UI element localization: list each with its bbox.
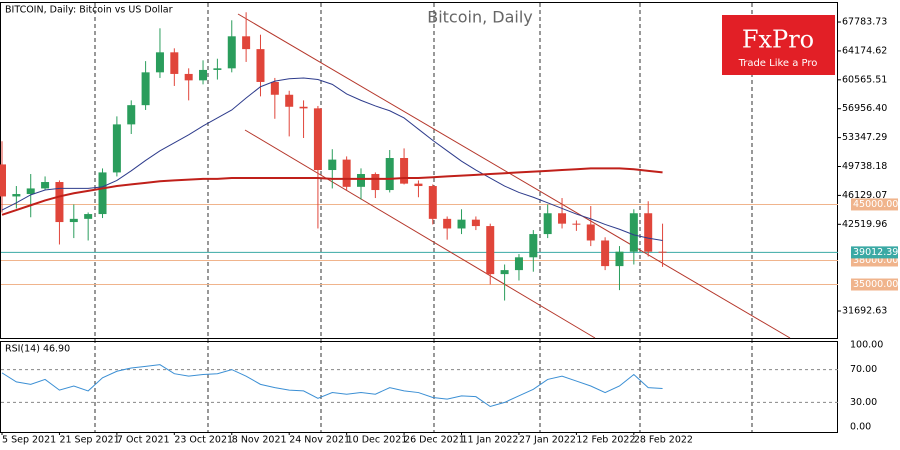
candle-body	[615, 251, 624, 267]
candle-body	[586, 224, 595, 241]
x-tick-label: 23 Oct 2021	[174, 435, 233, 446]
candle-body	[400, 158, 409, 184]
candle-body	[514, 257, 523, 271]
rsi-tick-label: 0.00	[850, 422, 871, 433]
rsi-tick-label: 30.00	[850, 397, 877, 408]
candle-body	[270, 81, 279, 95]
level-box	[851, 254, 898, 267]
y-tick-label: 46129.07	[842, 190, 887, 201]
candle-body	[342, 159, 351, 187]
y-tick-label: 67783.73	[842, 17, 887, 28]
logo: FxPro Trade Like a Pro	[722, 15, 835, 75]
candle-body	[213, 68, 222, 70]
logo-box	[722, 15, 835, 75]
y-tick-label: 42519.96	[842, 219, 887, 230]
y-tick-label: 49738.18	[842, 161, 887, 172]
indicator-label: RSI(14) 46.90	[5, 344, 70, 355]
level-box	[851, 198, 898, 211]
candle-body	[357, 174, 365, 187]
candle-body	[658, 251, 667, 253]
rsi-tick-label: 70.00	[850, 364, 877, 375]
rsi-tick-label: 100.00	[850, 340, 883, 351]
x-tick-label: 10 Dec 2021	[347, 435, 408, 446]
x-tick-label: 8 Nov 2021	[232, 435, 287, 446]
candle-body	[543, 213, 552, 235]
candle-body	[55, 182, 64, 223]
candle-body	[328, 159, 337, 171]
candle-body	[299, 106, 308, 109]
candle-body	[199, 69, 208, 81]
y-tick-label: 53347.29	[842, 132, 887, 143]
candle-body	[0, 164, 6, 197]
logo-tagline: Trade Like a Pro	[738, 58, 818, 69]
price-panel	[0, 2, 838, 339]
candle-body	[385, 158, 394, 191]
level-box	[851, 278, 898, 291]
candle-body	[500, 270, 509, 275]
y-tick-label: 56956.40	[842, 103, 887, 114]
level-label: 45000.00	[853, 199, 898, 210]
candle-body	[313, 108, 322, 171]
candle-body	[414, 183, 423, 187]
candle-body	[184, 73, 193, 81]
candle-body	[443, 218, 452, 229]
current-price-label: 39012.39	[853, 247, 898, 258]
candle-body	[69, 218, 78, 223]
rsi-line	[1, 364, 663, 408]
x-tick-label: 5 Sep 2021	[2, 435, 56, 446]
candle-body	[12, 194, 21, 197]
x-tick-label: 12 Feb 2022	[576, 435, 635, 446]
candle-body	[572, 223, 581, 225]
chart-title: Bitcoin, Daily	[427, 8, 533, 27]
candle-body	[428, 186, 437, 219]
candle-body	[127, 105, 136, 125]
candle-body	[112, 124, 121, 173]
candle-body	[486, 226, 495, 275]
x-tick-label: 28 Feb 2022	[634, 435, 693, 446]
candle-body	[227, 36, 236, 69]
candle-body	[84, 214, 93, 219]
candle-body	[242, 36, 251, 50]
level-label: 38000.00	[853, 255, 898, 266]
level-label: 35000.00	[853, 279, 898, 290]
candle-body	[601, 240, 610, 267]
candle-body	[170, 52, 179, 74]
candle-body	[371, 174, 380, 191]
x-tick-label: 21 Sep 2021	[59, 435, 119, 446]
x-tick-label: 7 Oct 2021	[117, 435, 170, 446]
candle-body	[471, 219, 480, 227]
y-tick-label: 64174.62	[842, 45, 887, 56]
moving-average	[1, 77, 663, 241]
candle-body	[644, 213, 653, 252]
x-tick-label: 24 Nov 2021	[289, 435, 350, 446]
candle-body	[285, 94, 294, 107]
candle-body	[256, 49, 265, 82]
moving-average	[1, 167, 663, 216]
current-price-box	[851, 246, 898, 259]
rsi-panel	[0, 341, 838, 433]
symbol-label: BITCOIN, Daily: Bitcoin vs US Dollar	[5, 5, 173, 16]
candle-body	[26, 188, 35, 195]
x-tick-label: 27 Jan 2022	[519, 435, 576, 446]
candle-body	[629, 213, 638, 252]
logo-brand: FxPro	[742, 26, 814, 54]
candle-body	[457, 219, 466, 229]
time-grid	[94, 3, 753, 432]
x-tick-label: 26 Dec 2021	[404, 435, 465, 446]
candle-body	[529, 234, 538, 258]
candle-body	[98, 172, 107, 215]
candle-body	[558, 213, 567, 224]
candle-body	[141, 72, 150, 106]
channel	[237, 13, 791, 339]
candle-body	[155, 52, 164, 73]
candle-body	[41, 182, 50, 189]
y-tick-label: 31692.63	[842, 305, 887, 316]
y-tick-label: 60565.51	[842, 74, 887, 85]
x-tick-label: 11 Jan 2022	[462, 435, 519, 446]
